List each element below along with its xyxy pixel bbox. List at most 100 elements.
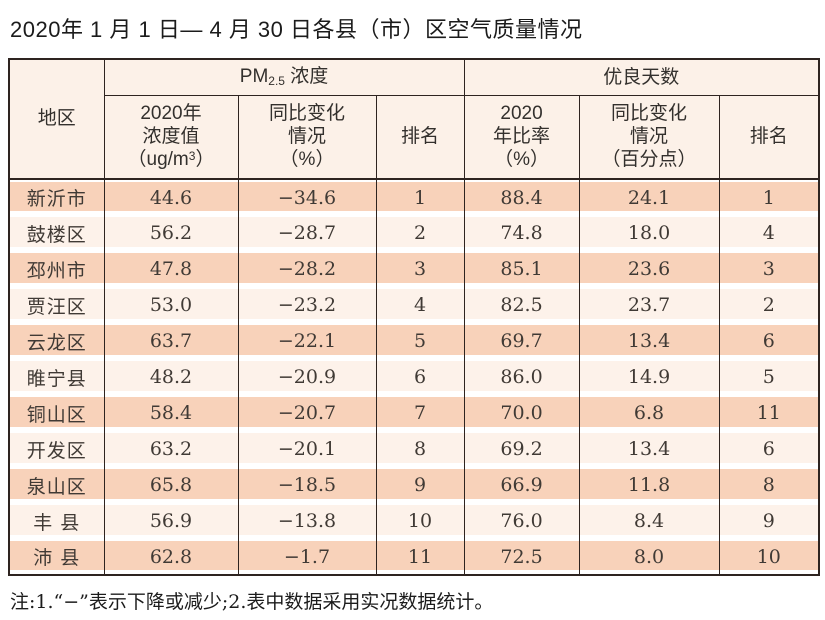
pm-rank-column-header: 排名 — [375, 95, 465, 180]
good-ratio-cell: 76.0 — [463, 503, 580, 539]
pm-value-cell: 58.4 — [103, 395, 239, 431]
unit-open: （ug/m — [127, 149, 189, 171]
good-ratio-column-header: 2020 年比率 （%） — [463, 95, 580, 180]
table-body: 新沂市 44.6 −34.6 1 88.4 24.1 1 鼓楼区 56.2 −28.7 2 74.8 1… — [8, 179, 820, 575]
pm-value-cell: 48.2 — [103, 359, 239, 395]
good-ratio-cell: 74.8 — [463, 215, 580, 251]
good-change-cell: 23.6 — [578, 251, 720, 287]
pm-value-cell: 65.8 — [103, 467, 239, 503]
pm-label-subscript: 2.5 — [268, 74, 285, 89]
pm-change-cell: −20.1 — [237, 431, 377, 467]
good-rank-cell: 4 — [718, 215, 820, 251]
table-row: 邳州市 47.8 −28.2 3 85.1 23.6 3 — [8, 251, 820, 287]
good-rank-cell: 10 — [718, 539, 820, 575]
region-cell: 云龙区 — [8, 323, 105, 359]
good-change-cell: 14.9 — [578, 359, 720, 395]
region-cell: 铜山区 — [8, 395, 105, 431]
table-row: 鼓楼区 56.2 −28.7 2 74.8 18.0 4 — [8, 215, 820, 251]
pm-value-header-line1: 2020年 — [140, 102, 202, 124]
pm-value-cell: 47.8 — [103, 251, 239, 287]
air-quality-table: 地区 PM2.5 浓度 优良天数 2020年 浓度值 （ug/m3） 同比变化 … — [8, 58, 821, 576]
good-change-cell: 24.1 — [578, 179, 720, 215]
good-rank-cell: 1 — [718, 179, 820, 215]
good-change-header-line2: 情况 — [630, 126, 669, 148]
pm-rank-header-label: 排名 — [401, 126, 440, 148]
good-change-cell: 6.8 — [578, 395, 720, 431]
pm-label-prefix: PM — [239, 66, 269, 88]
pm-rank-cell: 1 — [375, 179, 465, 215]
good-rank-cell: 6 — [718, 431, 820, 467]
pm-change-cell: −20.9 — [237, 359, 377, 395]
pm-change-cell: −13.8 — [237, 503, 377, 539]
pm-label-suffix: 浓度 — [284, 66, 329, 88]
pm-value-cell: 56.2 — [103, 215, 239, 251]
good-rank-cell: 2 — [718, 287, 820, 323]
good-ratio-cell: 69.2 — [463, 431, 580, 467]
good-ratio-cell: 86.0 — [463, 359, 580, 395]
table-row: 沛 县 62.8 −1.7 11 72.5 8.0 10 — [8, 539, 820, 575]
region-cell: 沛 县 — [8, 539, 105, 575]
good-change-header-line3: （百分点） — [601, 149, 697, 171]
table-row: 丰 县 56.9 −13.8 10 76.0 8.4 9 — [8, 503, 820, 539]
pm-value-cell: 63.7 — [103, 323, 239, 359]
table-row: 睢宁县 48.2 −20.9 6 86.0 14.9 5 — [8, 359, 820, 395]
pm-change-cell: −34.6 — [237, 179, 377, 215]
unit-close: ） — [195, 149, 215, 171]
good-ratio-header-line3: （%） — [494, 149, 549, 171]
region-column-header: 地区 — [8, 59, 105, 180]
pm-value-column-header: 2020年 浓度值 （ug/m3） — [103, 95, 239, 180]
good-change-cell: 11.8 — [578, 467, 720, 503]
footnote: 注:1.“−”表示下降或减少;2.表中数据采用实况数据统计。 — [10, 591, 494, 613]
pm-value-cell: 63.2 — [103, 431, 239, 467]
pm-change-cell: −22.1 — [237, 323, 377, 359]
good-change-cell: 23.7 — [578, 287, 720, 323]
table-header: 地区 PM2.5 浓度 优良天数 2020年 浓度值 （ug/m3） 同比变化 … — [8, 59, 820, 180]
pm-rank-cell: 9 — [375, 467, 465, 503]
good-ratio-header-line1: 2020 — [500, 102, 543, 124]
good-ratio-cell: 82.5 — [463, 287, 580, 323]
good-rank-cell: 8 — [718, 467, 820, 503]
pm-change-cell: −28.7 — [237, 215, 377, 251]
pm-value-cell: 44.6 — [103, 179, 239, 215]
header-group-row: 地区 PM2.5 浓度 优良天数 — [8, 59, 820, 180]
region-cell: 贾汪区 — [8, 287, 105, 323]
region-cell: 开发区 — [8, 431, 105, 467]
good-rank-cell: 3 — [718, 251, 820, 287]
good-days-group-header: 优良天数 — [463, 59, 820, 96]
good-rank-cell: 11 — [718, 395, 820, 431]
good-change-column-header: 同比变化 情况 （百分点） — [578, 95, 720, 180]
pm-value-header-line2: 浓度值 — [142, 126, 200, 148]
pm-rank-cell: 7 — [375, 395, 465, 431]
good-change-cell: 13.4 — [578, 323, 720, 359]
good-days-label: 优良天数 — [603, 66, 680, 88]
pm25-group-header: PM2.5 浓度 — [103, 59, 465, 96]
good-change-cell: 8.4 — [578, 503, 720, 539]
page-title: 2020年 1 月 1 日— 4 月 30 日各县（市）区空气质量情况 — [10, 17, 583, 42]
good-ratio-header-line2: 年比率 — [493, 126, 551, 148]
pm-value-cell: 62.8 — [103, 539, 239, 575]
pm-rank-cell: 8 — [375, 431, 465, 467]
pm-rank-cell: 11 — [375, 539, 465, 575]
pm-value-cell: 56.9 — [103, 503, 239, 539]
good-rank-column-header: 排名 — [718, 95, 820, 180]
good-ratio-cell: 85.1 — [463, 251, 580, 287]
pm-change-header-line2: 情况 — [287, 126, 326, 148]
unit-sup: 3 — [188, 149, 196, 164]
pm-change-cell: −18.5 — [237, 467, 377, 503]
region-cell: 丰 县 — [8, 503, 105, 539]
good-change-cell: 13.4 — [578, 431, 720, 467]
pm-rank-cell: 5 — [375, 323, 465, 359]
pm-rank-cell: 10 — [375, 503, 465, 539]
table-row: 泉山区 65.8 −18.5 9 66.9 11.8 8 — [8, 467, 820, 503]
pm-change-header-line3: （%） — [279, 149, 335, 171]
good-ratio-cell: 70.0 — [463, 395, 580, 431]
pm-rank-cell: 6 — [375, 359, 465, 395]
table-row: 铜山区 58.4 −20.7 7 70.0 6.8 11 — [8, 395, 820, 431]
region-header-label: 地区 — [37, 108, 76, 130]
pm-change-cell: −1.7 — [237, 539, 377, 575]
good-ratio-cell: 66.9 — [463, 467, 580, 503]
pm-rank-cell: 4 — [375, 287, 465, 323]
region-cell: 睢宁县 — [8, 359, 105, 395]
good-rank-cell: 9 — [718, 503, 820, 539]
